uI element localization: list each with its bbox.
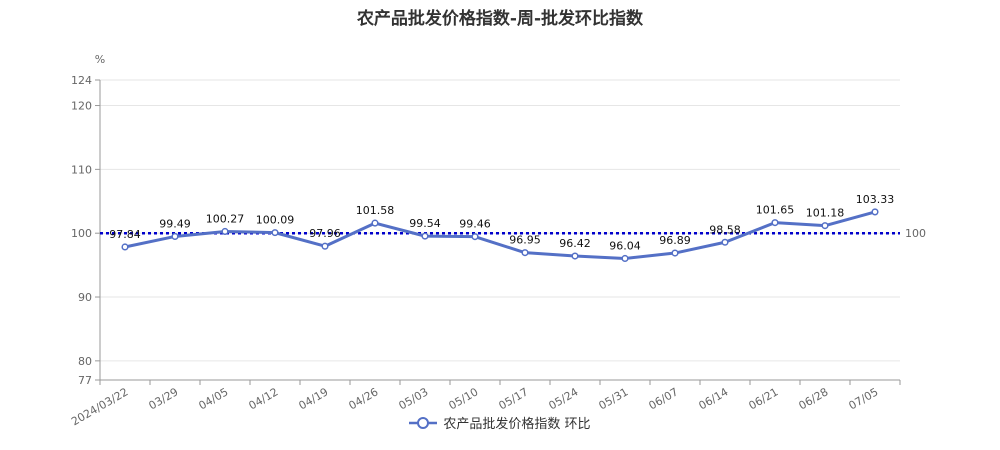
data-label: 101.58 — [356, 204, 395, 217]
y-tick-label: 80 — [78, 355, 92, 368]
data-label: 98.58 — [709, 223, 741, 236]
data-labels: 97.84 99.49 100.27 100.09 97.96 101.58 99.54 99… — [109, 193, 894, 253]
data-label: 101.65 — [756, 204, 795, 217]
data-label: 100.27 — [206, 212, 245, 225]
data-label: 103.33 — [856, 193, 895, 206]
y-tick-label: 124 — [71, 74, 92, 87]
y-tick-label: 90 — [78, 291, 92, 304]
legend-item[interactable]: 农产品批发价格指数 环比 — [409, 413, 591, 432]
chart-title: 农产品批发价格指数-周-批发环比指数 — [356, 9, 644, 29]
legend-label: 农产品批发价格指数 环比 — [443, 417, 591, 432]
x-tick-label: 06/14 — [697, 385, 731, 412]
data-label: 97.96 — [309, 227, 341, 240]
data-point[interactable] — [221, 227, 229, 236]
data-point[interactable] — [671, 249, 679, 257]
series-group — [121, 208, 879, 263]
x-tick-label: 03/29 — [147, 385, 181, 412]
data-label: 99.46 — [459, 218, 491, 231]
y-unit-label: % — [95, 53, 105, 66]
x-tick-label: 04/19 — [297, 385, 331, 412]
data-label: 96.95 — [509, 234, 541, 247]
data-point[interactable] — [771, 219, 779, 227]
data-label: 96.42 — [559, 237, 591, 250]
data-label: 100.09 — [256, 214, 295, 227]
reference-line-group: 100 — [100, 227, 926, 240]
data-point[interactable] — [271, 229, 279, 237]
data-label: 96.89 — [659, 234, 691, 247]
legend: 农产品批发价格指数 环比 — [0, 413, 1000, 434]
data-point[interactable] — [121, 243, 129, 251]
x-tick-label: 05/03 — [397, 385, 431, 412]
legend-line-icon — [409, 416, 438, 429]
x-tick-label: 04/26 — [347, 385, 381, 412]
y-tick-label: 110 — [71, 163, 92, 176]
data-label: 99.54 — [409, 217, 441, 230]
x-tick-label: 06/28 — [797, 385, 831, 412]
data-point[interactable] — [471, 233, 479, 241]
data-label: 99.49 — [159, 217, 191, 230]
x-tick-label: 07/05 — [847, 385, 881, 412]
data-point[interactable] — [721, 238, 729, 246]
series-line — [124, 210, 876, 260]
x-tick-label: 05/31 — [597, 385, 631, 412]
data-point[interactable] — [571, 252, 579, 260]
y-tick-label: 77 — [78, 374, 92, 387]
x-tick-label: 06/21 — [747, 385, 781, 412]
reference-line-label: 100 — [905, 227, 926, 240]
data-point[interactable] — [321, 242, 329, 250]
data-point[interactable] — [421, 232, 429, 240]
data-point[interactable] — [821, 222, 829, 230]
x-tick-label: 05/17 — [497, 385, 531, 412]
data-point[interactable] — [171, 232, 179, 240]
y-tick-label: 120 — [71, 100, 92, 113]
data-label: 96.04 — [609, 239, 641, 252]
x-tick-label: 05/24 — [547, 385, 581, 412]
x-tick-label: 04/05 — [197, 385, 231, 412]
y-tick-label: 100 — [71, 227, 92, 240]
data-label: 97.84 — [109, 228, 141, 241]
data-point[interactable] — [521, 249, 529, 257]
data-point[interactable] — [871, 208, 879, 216]
data-point[interactable] — [621, 254, 629, 263]
data-point[interactable] — [371, 219, 379, 227]
x-tick-label: 05/10 — [447, 385, 481, 412]
x-tick-label: 06/07 — [647, 385, 681, 412]
data-label: 101.18 — [806, 207, 845, 220]
x-tick-label: 04/12 — [247, 385, 281, 412]
